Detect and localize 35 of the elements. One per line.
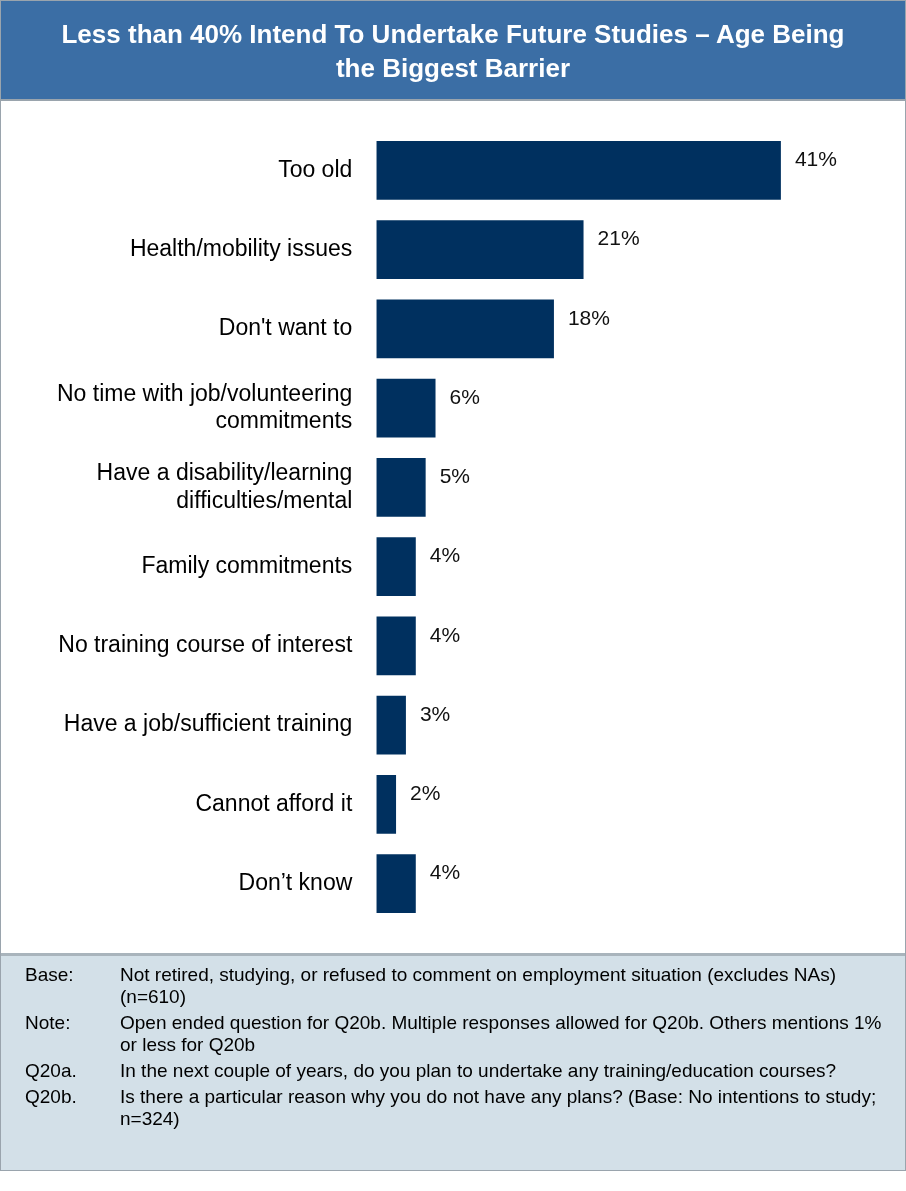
- text: Q20b. Is there a particular reason why you do not have any plans? (Base: No intentions to study; n=324): [25, 1086, 877, 1129]
- chart-title: Less than 40% Intend To Undertake Future Studies – Age Being the Biggest Barrier: [1, 1, 905, 101]
- data-label: 2%: [410, 781, 441, 805]
- y-tick-label: Don’t know: [238, 868, 353, 895]
- data-label: 4%: [429, 543, 461, 567]
- data-label: 18%: [567, 305, 610, 329]
- bar: [376, 775, 397, 834]
- y-tick-label: Don't want to: [218, 314, 353, 341]
- text: Q20a. In the next couple of years, do you plan to undertake any training/education courses?: [25, 1060, 837, 1081]
- data-label: 4%: [429, 860, 461, 884]
- text: Note: Open ended question for Q20b. Multiple responses allowed for Q20b. Others mentions 1% or less for Q20b: [25, 1012, 882, 1055]
- bar: [376, 141, 781, 200]
- data-label: 41%: [794, 147, 837, 171]
- bar: [376, 616, 416, 676]
- y-tick-label: Health/mobility issues: [129, 235, 353, 261]
- y-tick-label: Too old: [278, 155, 353, 182]
- data-label: 5%: [439, 464, 471, 488]
- y-tick-label: Have a job/sufficient training: [63, 710, 353, 737]
- bar: [376, 378, 436, 438]
- y-tick-label: No time with job/volunteering commitments: [56, 379, 353, 434]
- y-tick-label: Cannot afford it: [195, 789, 353, 816]
- bar: [376, 854, 416, 913]
- bar: [376, 537, 416, 596]
- bar: [376, 695, 406, 755]
- y-tick-label: Have a disability/learning difficulties/mental: [96, 458, 353, 513]
- text: Base: Not retired, studying, or refused to comment on employment situation (excludes NAs) (n=610): [25, 964, 836, 1007]
- data-label: 21%: [597, 226, 640, 250]
- bar: [376, 458, 426, 517]
- y-tick-label: No training course of interest: [58, 631, 353, 658]
- data-label: 4%: [429, 622, 461, 646]
- data-label: 6%: [449, 384, 480, 408]
- y-tick-label: Family commitments: [141, 551, 353, 578]
- data-label: 3%: [419, 701, 451, 725]
- bar: [376, 299, 554, 359]
- bar: [376, 220, 584, 279]
